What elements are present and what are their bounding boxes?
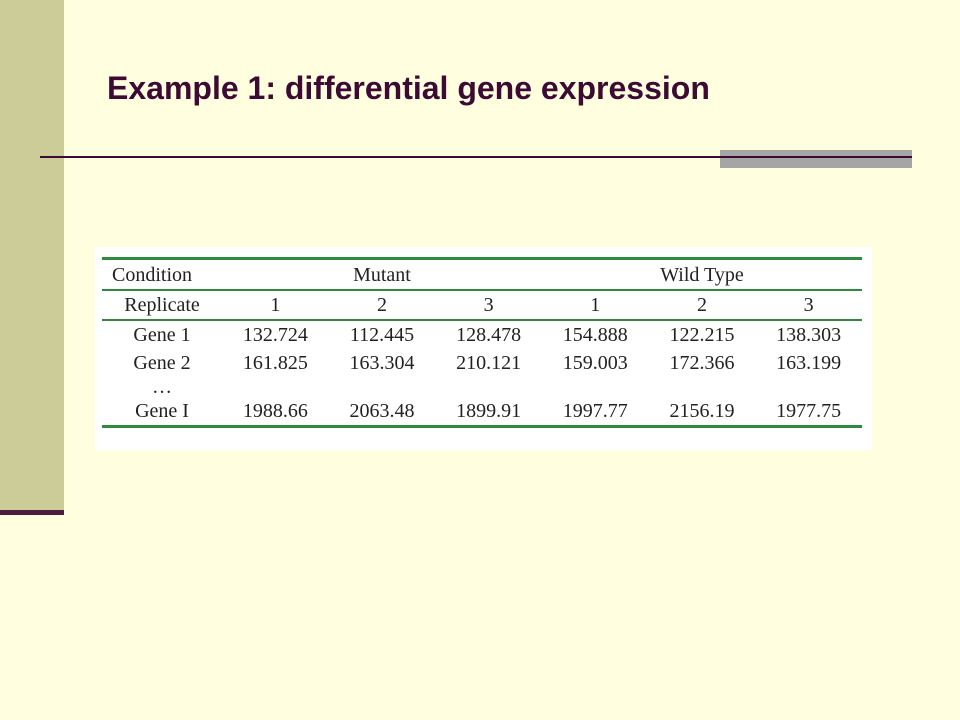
ellipsis-label: … (152, 376, 172, 398)
expression-value: 128.478 (456, 324, 522, 346)
replicate-number: 3 (755, 290, 862, 321)
expression-value: 210.121 (456, 352, 522, 374)
expression-value (222, 377, 329, 397)
gene-label: Gene 2 (133, 352, 191, 374)
expression-value (329, 377, 436, 397)
mutant-group-label: Mutant (222, 257, 542, 291)
expression-value (755, 377, 862, 397)
expression-value: 2063.48 (328, 397, 436, 428)
expression-value (542, 377, 649, 397)
table-row: Gene 2 161.825 163.304 210.121 159.003 1… (102, 349, 862, 377)
slide-title: Example 1: differential gene expression (107, 70, 710, 106)
table-header-condition: Condition Mutant Wild Type (102, 257, 862, 291)
replicate-number: 2 (648, 290, 756, 321)
table-header-replicate: Replicate 1 2 3 1 2 3 (102, 290, 862, 321)
expression-value: 1988.66 (222, 397, 329, 428)
wildtype-group-label: Wild Type (541, 257, 862, 291)
table-row-ellipsis: … (102, 377, 862, 397)
expression-value: 1997.77 (541, 397, 649, 428)
title-rule-line (40, 156, 912, 158)
expression-value: 122.215 (669, 324, 735, 346)
expression-value: 1899.91 (435, 397, 542, 428)
expression-value: 172.366 (669, 352, 735, 374)
expression-value: 138.303 (776, 324, 842, 346)
left-bar-tick (0, 510, 64, 515)
replicate-number: 1 (222, 290, 329, 321)
expression-value: 112.445 (349, 324, 415, 346)
expression-value (435, 377, 542, 397)
expression-value: 163.199 (776, 352, 842, 374)
expression-value: 132.724 (242, 324, 308, 346)
expression-table: Condition Mutant Wild Type Replicate 1 2… (102, 257, 862, 428)
gene-label: Gene 1 (133, 324, 191, 346)
expression-value: 2156.19 (648, 397, 756, 428)
expression-value: 161.825 (242, 352, 308, 374)
expression-value: 159.003 (562, 352, 628, 374)
replicate-number: 2 (328, 290, 436, 321)
gene-label: Gene I (102, 397, 222, 428)
title-rule-block (720, 150, 912, 168)
expression-value: 154.888 (562, 324, 628, 346)
left-accent-bar (0, 0, 64, 512)
expression-table-card: Condition Mutant Wild Type Replicate 1 2… (95, 247, 872, 450)
replicate-number: 1 (541, 290, 649, 321)
expression-value (649, 377, 756, 397)
replicate-number: 3 (435, 290, 542, 321)
table-row: Gene 1 132.724 112.445 128.478 154.888 1… (102, 320, 862, 349)
expression-value: 1977.75 (755, 397, 862, 428)
table-row: Gene I 1988.66 2063.48 1899.91 1997.77 2… (102, 397, 862, 428)
expression-value: 163.304 (349, 352, 415, 374)
replicate-label: Replicate (102, 290, 222, 321)
condition-label: Condition (102, 257, 222, 291)
